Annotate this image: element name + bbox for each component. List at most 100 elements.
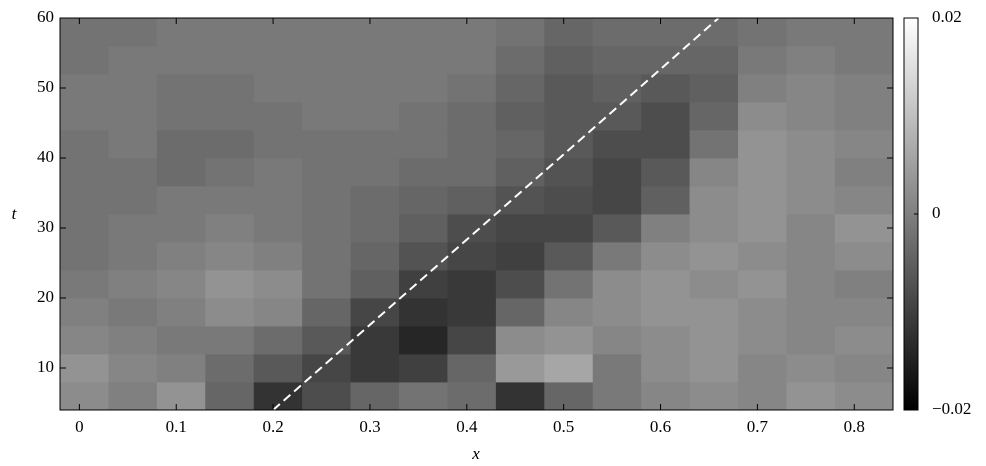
heatmap-cell — [689, 158, 739, 187]
heatmap-cell — [205, 214, 255, 243]
heatmap-cell — [641, 186, 690, 215]
heatmap-cell — [399, 326, 448, 355]
heatmap-cell — [60, 186, 109, 215]
heatmap-cell — [834, 354, 894, 383]
heatmap-cell — [156, 354, 206, 383]
heatmap-cell — [689, 326, 739, 355]
heatmap-cell — [60, 130, 109, 159]
heatmap-cell — [447, 18, 497, 47]
heatmap-cell — [253, 46, 303, 75]
heatmap-cell — [834, 18, 894, 47]
heatmap-cell — [544, 326, 594, 355]
heatmap-cell — [834, 298, 894, 327]
heatmap-cell — [689, 102, 739, 131]
heatmap-cell — [302, 326, 351, 355]
heatmap-cell — [302, 214, 351, 243]
heatmap-cell — [544, 46, 594, 75]
heatmap-cell — [156, 102, 206, 131]
heatmap-cell — [350, 326, 400, 355]
heatmap-cell — [544, 130, 594, 159]
heatmap-cell — [302, 242, 351, 271]
heatmap-cell — [156, 242, 206, 271]
x-tick-label: 0.1 — [166, 417, 187, 436]
heatmap-cell — [108, 158, 158, 187]
heatmap-cell — [205, 186, 255, 215]
heatmap-cell — [786, 214, 836, 243]
heatmap-cell — [495, 214, 545, 243]
heatmap-cell — [641, 214, 690, 243]
heatmap-cell — [495, 354, 545, 383]
heatmap-cell — [495, 242, 545, 271]
heatmap-cell — [786, 46, 836, 75]
heatmap-cell — [350, 298, 400, 327]
heatmap-cell — [641, 74, 690, 103]
heatmap-cell — [592, 102, 642, 131]
heatmap-cell — [495, 46, 545, 75]
heatmap-cell — [108, 298, 158, 327]
heatmap-cell — [544, 102, 594, 131]
heatmap-cell — [156, 186, 206, 215]
heatmap-cell — [592, 130, 642, 159]
heatmap-cell — [786, 102, 836, 131]
heatmap-cell — [689, 270, 739, 299]
heatmap-cell — [399, 186, 448, 215]
heatmap-cell — [205, 74, 255, 103]
heatmap-cell — [108, 270, 158, 299]
heatmap-cell — [60, 298, 109, 327]
heatmap-cell — [156, 298, 206, 327]
heatmap-cell — [253, 18, 303, 47]
heatmap-cell — [689, 74, 739, 103]
heatmap-cell — [156, 130, 206, 159]
heatmap-cell — [253, 102, 303, 131]
colorbar-tick-label: −0.02 — [932, 399, 971, 418]
heatmap-cell — [544, 186, 594, 215]
heatmap-cell — [302, 74, 351, 103]
heatmap-cell — [350, 186, 400, 215]
heatmap-cell — [205, 102, 255, 131]
heatmap-cell — [544, 270, 594, 299]
heatmap-cell — [108, 214, 158, 243]
heatmap-cell — [350, 214, 400, 243]
heatmap-cell — [399, 102, 448, 131]
heatmap-cell — [592, 158, 642, 187]
heatmap-cell — [738, 242, 787, 271]
heatmap-cell — [786, 298, 836, 327]
heatmap-cell — [738, 354, 787, 383]
heatmap-cell — [738, 382, 787, 411]
heatmap-cell — [156, 382, 206, 411]
y-tick-label: 40 — [37, 147, 54, 166]
heatmap-cell — [786, 130, 836, 159]
heatmap-cell — [834, 130, 894, 159]
heatmap-cell — [350, 102, 400, 131]
heatmap-cell — [786, 354, 836, 383]
heatmap-cell — [302, 46, 351, 75]
heatmap-cell — [60, 326, 109, 355]
heatmap-cell — [544, 242, 594, 271]
colorbar-tick-label: 0 — [932, 203, 941, 222]
heatmap-cell — [350, 270, 400, 299]
reference-line — [272, 17, 720, 411]
heatmap-cell — [253, 130, 303, 159]
heatmap-cell — [641, 18, 690, 47]
heatmap-cell — [205, 326, 255, 355]
colorbar-tick-label: 0.02 — [932, 7, 962, 26]
heatmap-cell — [399, 130, 448, 159]
heatmap-cell — [689, 18, 739, 47]
heatmap-cell — [641, 130, 690, 159]
x-tick-label: 0.8 — [844, 417, 865, 436]
heatmap-cell — [447, 214, 497, 243]
heatmap-cell — [60, 354, 109, 383]
heatmap-cell — [253, 326, 303, 355]
heatmap-cell — [399, 354, 448, 383]
heatmap-cell — [641, 102, 690, 131]
heatmap-cell — [302, 186, 351, 215]
heatmap-cell — [205, 18, 255, 47]
heatmap-cell — [738, 18, 787, 47]
heatmap-cell — [834, 74, 894, 103]
heatmap-cell — [399, 382, 448, 411]
heatmap-cell — [302, 270, 351, 299]
heatmap-cell — [253, 270, 303, 299]
heatmap-cell — [253, 74, 303, 103]
heatmap-cell — [834, 158, 894, 187]
